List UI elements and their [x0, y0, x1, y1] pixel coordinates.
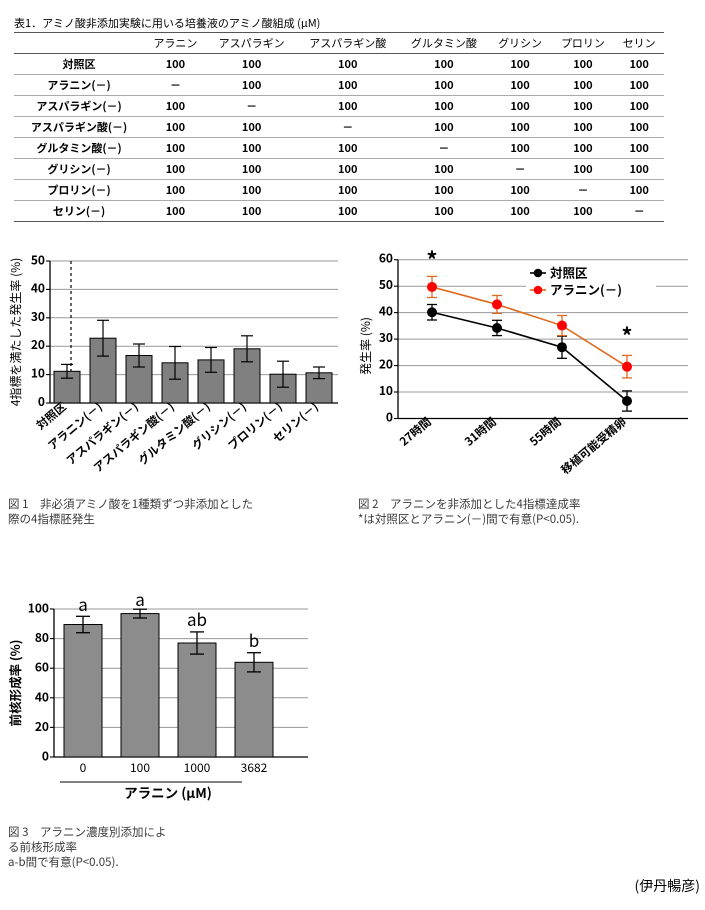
svg-text:0: 0	[38, 393, 45, 410]
svg-text:*: *	[426, 243, 437, 275]
svg-text:発生率 (%): 発生率 (%)	[357, 317, 374, 375]
svg-text:1000: 1000	[184, 759, 211, 776]
svg-text:ab: ab	[187, 606, 207, 631]
svg-text:20: 20	[31, 336, 45, 353]
svg-text:20: 20	[35, 718, 49, 735]
svg-text:a: a	[78, 591, 88, 616]
svg-text:アラニン (μM): アラニン (μM)	[124, 782, 212, 802]
svg-text:前核形成率 (%): 前核形成率 (%)	[5, 640, 24, 727]
svg-text:0: 0	[80, 759, 87, 776]
svg-text:3682: 3682	[241, 759, 268, 776]
svg-text:40: 40	[31, 279, 45, 296]
svg-text:55時間: 55時間	[526, 414, 564, 450]
svg-text:0: 0	[42, 748, 49, 765]
svg-text:31時間: 31時間	[461, 414, 499, 450]
svg-text:40: 40	[35, 688, 49, 705]
svg-text:a: a	[135, 586, 145, 611]
svg-text:50: 50	[379, 276, 393, 293]
svg-text:移植可能受精卵: 移植可能受精卵	[558, 414, 630, 478]
svg-text:0: 0	[386, 409, 393, 426]
svg-text:b: b	[249, 627, 260, 652]
svg-text:27時間: 27時間	[396, 414, 434, 450]
svg-text:30: 30	[379, 329, 393, 346]
svg-text:アラニン(－): アラニン(－)	[550, 280, 622, 299]
svg-text:30: 30	[31, 308, 45, 325]
svg-text:60: 60	[379, 250, 393, 267]
svg-text:100: 100	[130, 759, 150, 776]
svg-text:60: 60	[35, 659, 49, 676]
svg-text:*: *	[621, 319, 632, 351]
svg-text:100: 100	[28, 600, 49, 617]
svg-text:20: 20	[379, 356, 393, 373]
svg-text:4指標を満たした発生率 (%): 4指標を満たした発生率 (%)	[7, 258, 24, 407]
svg-text:10: 10	[31, 365, 45, 382]
svg-text:50: 50	[31, 252, 45, 269]
svg-text:80: 80	[35, 629, 49, 646]
svg-text:10: 10	[379, 382, 393, 399]
svg-text:40: 40	[379, 303, 393, 320]
